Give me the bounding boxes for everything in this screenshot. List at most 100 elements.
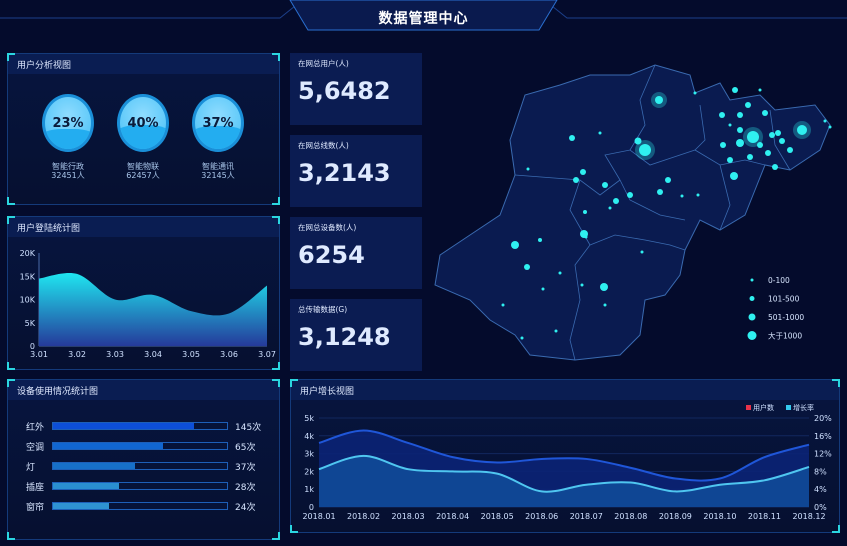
series-line xyxy=(318,429,810,482)
stat-value: 3,2143 xyxy=(298,159,391,187)
legend-label: 大于1000 xyxy=(768,331,802,341)
y-right-tick: 12% xyxy=(814,450,832,459)
map-dot xyxy=(598,131,602,135)
device-bar-row: 灯 37次 xyxy=(18,460,278,473)
user-analysis-panel: 用户分析视图 23% 智能行政 32451人 40% 智能物联 62457人 37% 智能通讯… xyxy=(7,53,280,205)
legend-dot xyxy=(750,278,754,282)
device-bar-row: 窗帘 24次 xyxy=(18,500,278,513)
stat-label: 在网总线数(人) xyxy=(298,141,349,150)
map-dot xyxy=(762,110,768,116)
map-dot xyxy=(747,154,753,160)
ball-label: 智能通讯 32145人 xyxy=(183,162,253,180)
map-dot xyxy=(511,241,519,249)
map-dot xyxy=(787,147,793,153)
y-left-tick: 0 xyxy=(309,503,314,512)
map-dot xyxy=(541,287,545,291)
stat-value: 5,6482 xyxy=(298,77,391,105)
map-dot xyxy=(730,172,738,180)
ball-count: 32451人 xyxy=(51,171,85,180)
map-dots xyxy=(501,87,832,340)
y-left-tick: 2k xyxy=(304,467,314,476)
x-tick-label: 2018.02 xyxy=(347,512,380,521)
x-tick-label: 2018.01 xyxy=(302,512,335,521)
panel-title: 用户分析视图 xyxy=(8,54,279,74)
map-dot xyxy=(584,235,588,239)
legend-dot xyxy=(749,296,755,301)
stat-label: 在网总用户(人) xyxy=(298,59,349,68)
bar-track xyxy=(52,422,228,430)
map-dot xyxy=(554,329,558,333)
map-dot xyxy=(613,198,619,204)
ball-name: 智能行政 xyxy=(52,162,84,171)
map-dot xyxy=(828,125,832,129)
map-dot xyxy=(600,283,608,291)
map-dot xyxy=(823,119,827,123)
map-dot xyxy=(747,131,759,143)
map-dot xyxy=(757,142,763,148)
x-tick-label: 2018.03 xyxy=(392,512,425,521)
percent-value: 23% xyxy=(52,116,84,131)
percent-ball: 37% xyxy=(192,94,244,152)
legend-swatch xyxy=(786,405,791,410)
device-name: 红外 xyxy=(26,423,45,433)
x-tick-label: 3.05 xyxy=(182,350,200,359)
x-tick-label: 3.06 xyxy=(220,350,238,359)
percent-value: 40% xyxy=(127,116,159,131)
map-dot xyxy=(745,102,751,108)
map-dot xyxy=(797,125,807,135)
y-tick-label: 15K xyxy=(20,272,36,281)
bar-track xyxy=(52,442,228,450)
legend-label[interactable]: 用户数 xyxy=(753,403,774,412)
map-dot xyxy=(779,138,785,144)
map-dot xyxy=(526,167,530,171)
device-name: 灯 xyxy=(26,463,36,473)
legend-label[interactable]: 增长率 xyxy=(793,403,814,412)
bar-fill xyxy=(53,463,135,469)
map-legend: 0-100 101-500 501-1000 大于1000 xyxy=(747,276,804,341)
y-right-tick: 4% xyxy=(814,485,827,494)
map-dot xyxy=(680,194,684,198)
legend-dot xyxy=(747,331,757,340)
device-bar-row: 空调 65次 xyxy=(18,440,278,453)
x-tick-label: 2018.08 xyxy=(614,512,647,521)
y-right-tick: 20% xyxy=(814,414,832,423)
y-tick-label: 10K xyxy=(20,296,36,305)
map-dot xyxy=(765,150,771,156)
map-dot xyxy=(758,88,762,92)
map-dot xyxy=(737,112,743,118)
map-dot xyxy=(736,139,744,147)
stat-card: 在网总设备数(人) 6254 xyxy=(290,217,422,289)
legend-dot xyxy=(748,313,756,321)
x-tick-label: 3.01 xyxy=(30,350,48,359)
map-dot xyxy=(524,264,530,270)
x-tick-label: 2018.12 xyxy=(792,512,825,521)
login-stats-panel: 用户登陆统计图 0 5K 10K 15K 20K 3.01 3.02 3.03 3.04 3.05… xyxy=(7,216,280,370)
stat-label: 总传输数据(G) xyxy=(298,305,348,314)
legend-label: 501-1000 xyxy=(768,313,804,322)
stat-card: 在网总用户(人) 5,6482 xyxy=(290,53,422,125)
series-line xyxy=(318,454,810,493)
x-tick-label: 2018.10 xyxy=(703,512,736,521)
stat-value: 3,1248 xyxy=(298,323,391,351)
page-title: 数据管理中心 xyxy=(378,11,469,27)
stat-card: 总传输数据(G) 3,1248 xyxy=(290,299,422,371)
map-dot xyxy=(693,91,697,95)
login-area-chart: 0 5K 10K 15K 20K 3.01 3.02 3.03 3.04 3.05 3.06 3.07 xyxy=(20,249,276,359)
bar-fill xyxy=(53,503,109,509)
x-tick-label: 3.07 xyxy=(258,350,276,359)
y-right-tick: 0% xyxy=(814,503,827,512)
x-tick-label: 2018.07 xyxy=(570,512,603,521)
map-dot xyxy=(769,132,775,138)
login-area xyxy=(39,272,267,346)
map-dot xyxy=(580,283,584,287)
x-tick-label: 3.03 xyxy=(106,350,124,359)
legend-swatch xyxy=(746,405,751,410)
map-regions xyxy=(434,64,831,361)
y-right-tick: 16% xyxy=(814,432,832,441)
device-count: 65次 xyxy=(235,443,256,453)
device-name: 空调 xyxy=(26,443,45,453)
map-dot xyxy=(573,177,579,183)
map-dot xyxy=(732,87,738,93)
x-tick-label: 2018.06 xyxy=(525,512,558,521)
map-dot xyxy=(501,303,505,307)
